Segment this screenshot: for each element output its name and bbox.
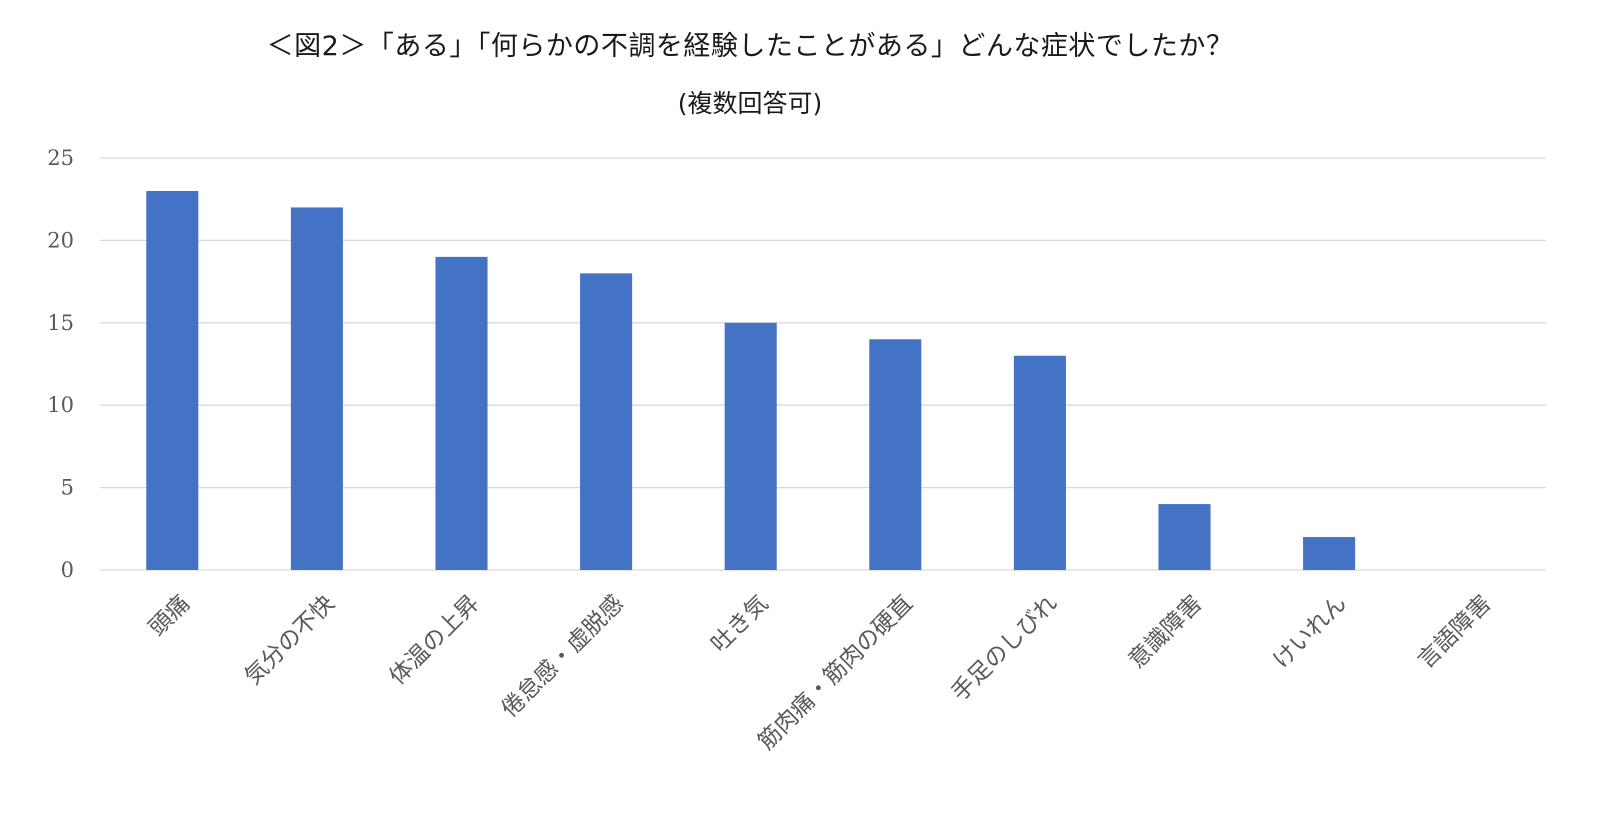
y-tick-label: 5 bbox=[61, 476, 74, 500]
chart-subtitle: (複数回答可) bbox=[677, 89, 823, 118]
y-tick-label: 10 bbox=[47, 393, 74, 417]
bar-2 bbox=[435, 256, 488, 570]
x-category-label: 吐き気 bbox=[706, 590, 773, 657]
x-category-label: 手足のしびれ bbox=[947, 590, 1063, 706]
bar-3 bbox=[580, 273, 633, 570]
bars bbox=[146, 190, 1356, 570]
y-axis-ticks: 0 5 10 15 20 25 bbox=[47, 146, 74, 582]
bar-0 bbox=[146, 190, 199, 570]
chart-title: ＜図2＞「ある」「何らかの不調を経験したことがある」どんな症状でしたか？ bbox=[266, 31, 1234, 62]
x-category-label: 頭痛 bbox=[144, 590, 195, 641]
bar-6 bbox=[1013, 355, 1066, 570]
x-category-label: 体温の上昇 bbox=[385, 590, 485, 690]
bar-1 bbox=[290, 207, 343, 570]
y-tick-label: 25 bbox=[47, 146, 74, 170]
bar-5 bbox=[869, 339, 922, 570]
y-tick-label: 20 bbox=[47, 228, 74, 252]
x-category-label: 倦怠感・虚脱感 bbox=[497, 590, 629, 722]
y-tick-label: 0 bbox=[61, 558, 74, 582]
bar-4 bbox=[724, 322, 777, 570]
x-category-label: けいれん bbox=[1269, 590, 1352, 673]
y-tick-label: 15 bbox=[47, 311, 74, 335]
x-category-label: 言語障害 bbox=[1413, 590, 1496, 673]
x-category-label: 意識障害 bbox=[1124, 590, 1207, 673]
x-category-label: 筋肉痛・筋肉の硬直 bbox=[753, 590, 918, 755]
bar-8 bbox=[1303, 537, 1356, 570]
bar-7 bbox=[1158, 504, 1211, 570]
x-category-label: 気分の不快 bbox=[240, 590, 340, 690]
